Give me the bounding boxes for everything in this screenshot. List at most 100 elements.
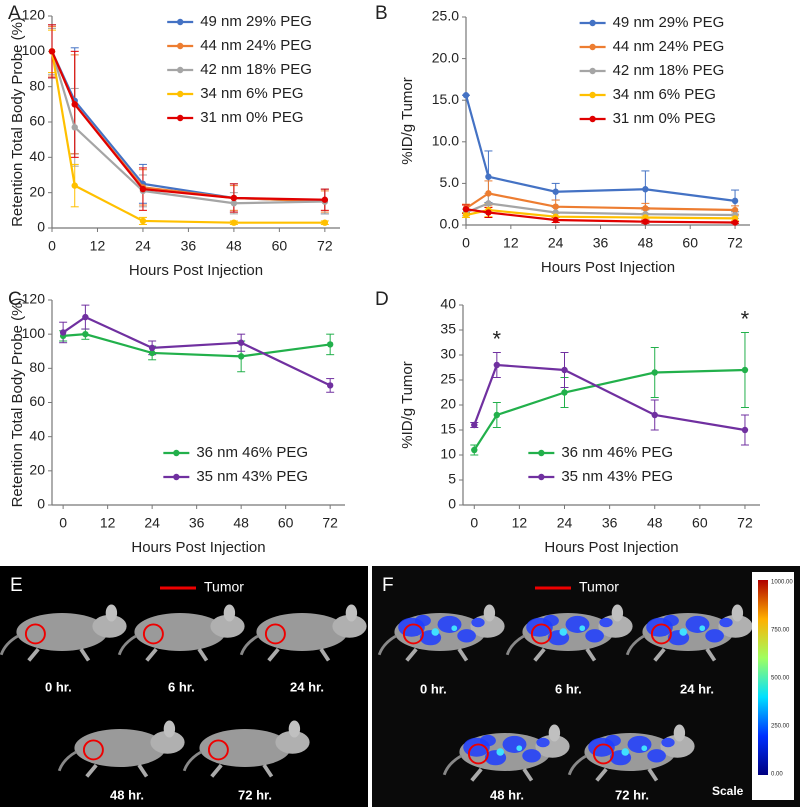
signal-spot bbox=[414, 614, 431, 627]
signal-spot bbox=[559, 628, 568, 636]
legend-marker bbox=[538, 473, 545, 481]
x-tick-label: 36 bbox=[602, 515, 618, 531]
mouse-tail bbox=[57, 750, 78, 772]
signal-spot bbox=[451, 625, 458, 632]
data-point bbox=[462, 211, 470, 219]
x-tick-label: 48 bbox=[226, 238, 242, 254]
mouse-head bbox=[92, 614, 127, 638]
mouse-tail bbox=[567, 754, 588, 776]
mouse-legs bbox=[27, 647, 91, 662]
y-tick-label: 20 bbox=[440, 396, 456, 412]
legend-label: 34 nm 6% PEG bbox=[200, 85, 303, 102]
mouse-head bbox=[150, 730, 185, 754]
mouse-ear bbox=[105, 604, 118, 622]
legend-marker bbox=[589, 115, 596, 123]
legend-label: 31 nm 0% PEG bbox=[200, 109, 303, 126]
mouse-legs bbox=[533, 647, 597, 662]
signal-spot bbox=[585, 629, 604, 643]
mouse-ear bbox=[163, 720, 176, 738]
data-point bbox=[561, 366, 568, 374]
mouse bbox=[505, 604, 633, 662]
signal-spot bbox=[641, 745, 648, 752]
y-tick-label: 60 bbox=[29, 113, 45, 129]
data-point bbox=[230, 219, 238, 226]
y-tick-label: 25 bbox=[440, 371, 456, 387]
x-tick-label: 24 bbox=[135, 238, 151, 254]
signal-spot bbox=[565, 615, 590, 633]
data-point bbox=[82, 313, 89, 321]
panel-label: A bbox=[8, 3, 21, 24]
colorbar-tick-label: 500.00 bbox=[771, 676, 790, 682]
mouse-tail bbox=[625, 634, 646, 656]
tumor-circle bbox=[82, 739, 104, 761]
data-point bbox=[237, 353, 245, 360]
data-point bbox=[642, 218, 649, 225]
signal-spot bbox=[516, 745, 523, 752]
legend-label: 44 nm 24% PEG bbox=[613, 38, 725, 55]
mouse-body bbox=[74, 729, 166, 767]
tumor-circle bbox=[467, 743, 489, 765]
data-point bbox=[741, 426, 749, 434]
mouse bbox=[377, 604, 505, 662]
mouse bbox=[182, 720, 310, 778]
mouse-ear bbox=[611, 604, 624, 622]
tumor-circle bbox=[530, 623, 552, 645]
mouse-legs bbox=[595, 767, 659, 782]
legend-label: 31 nm 0% PEG bbox=[613, 110, 716, 127]
signal-spot bbox=[542, 614, 559, 627]
data-point bbox=[471, 421, 478, 429]
tumor-circle bbox=[207, 739, 229, 761]
mouse-body bbox=[16, 613, 108, 651]
mouse-legs bbox=[267, 647, 331, 662]
x-tick-label: 48 bbox=[647, 515, 663, 531]
y-axis-label: %ID/g Tumor bbox=[399, 361, 416, 449]
data-point bbox=[237, 339, 245, 346]
y-tick-label: 20 bbox=[29, 183, 45, 199]
data-point bbox=[82, 330, 89, 338]
x-tick-label: 0 bbox=[462, 235, 470, 251]
tumor-circle bbox=[650, 623, 672, 645]
annotation: * bbox=[493, 326, 502, 351]
x-tick-label: 24 bbox=[557, 515, 573, 531]
signal-spot bbox=[627, 735, 652, 753]
time-label: 6 hr. bbox=[555, 681, 582, 696]
data-point bbox=[148, 349, 156, 357]
x-tick-label: 36 bbox=[181, 238, 197, 254]
signal-spot bbox=[496, 748, 505, 756]
mouse-ear bbox=[483, 604, 496, 622]
signal-spot bbox=[647, 749, 666, 763]
legend-marker bbox=[177, 66, 184, 74]
x-axis-label: Hours Post Injection bbox=[541, 259, 675, 276]
data-point bbox=[471, 446, 478, 454]
x-tick-label: 60 bbox=[272, 238, 288, 254]
data-point bbox=[71, 101, 78, 108]
tumor-circle bbox=[24, 623, 46, 645]
y-tick-label: 40 bbox=[29, 427, 45, 443]
signal-spot bbox=[479, 734, 496, 747]
panel-label: E bbox=[10, 575, 23, 596]
data-point bbox=[552, 203, 559, 210]
y-tick-label: 20 bbox=[29, 462, 45, 478]
y-axis-label: Retention Total Body Probe (%) bbox=[9, 298, 26, 508]
legend-label: 36 nm 46% PEG bbox=[561, 444, 673, 461]
y-tick-label: 60 bbox=[29, 393, 45, 409]
mouse-tail bbox=[505, 634, 526, 656]
y-tick-label: 120 bbox=[22, 291, 46, 307]
data-point bbox=[48, 48, 56, 55]
legend-label: 36 nm 46% PEG bbox=[196, 444, 308, 461]
x-tick-label: 72 bbox=[727, 235, 743, 251]
mouse bbox=[57, 720, 185, 778]
data-point bbox=[493, 411, 501, 419]
y-tick-label: 80 bbox=[29, 359, 45, 375]
data-point bbox=[552, 216, 559, 224]
x-tick-label: 72 bbox=[322, 515, 338, 531]
time-label: 24 hr. bbox=[680, 681, 714, 696]
tumor-circle bbox=[402, 623, 424, 645]
panel-label: F bbox=[382, 575, 394, 596]
data-point bbox=[59, 329, 67, 336]
x-tick-label: 60 bbox=[278, 515, 294, 531]
colorbar bbox=[758, 580, 768, 775]
mouse-legs bbox=[210, 763, 274, 778]
x-tick-label: 60 bbox=[682, 235, 698, 251]
